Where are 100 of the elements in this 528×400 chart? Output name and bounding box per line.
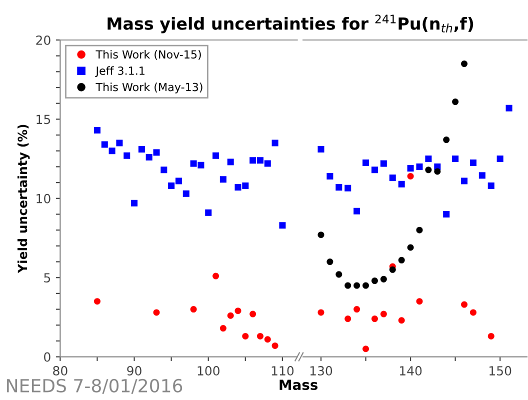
- point: [220, 176, 226, 183]
- y-tick-label: 10: [36, 194, 50, 204]
- x-axis-title: Mass: [280, 380, 318, 390]
- point: [354, 282, 360, 289]
- chart-title: Mass yield uncertainties for $^{241}$Pu(n$_{th}$,f): [108, 14, 474, 34]
- point: [212, 272, 220, 280]
- point: [234, 184, 242, 191]
- x-tick-label: 80: [53, 366, 68, 376]
- point: [461, 301, 468, 308]
- point: [398, 180, 405, 188]
- point: [264, 160, 271, 167]
- point: [220, 325, 226, 332]
- point: [362, 346, 370, 352]
- point: [153, 309, 160, 316]
- point: [425, 166, 432, 174]
- point: [124, 152, 130, 159]
- y-tick-label: 0: [44, 352, 50, 362]
- point: [227, 158, 234, 166]
- point: [272, 342, 278, 349]
- point: [380, 160, 387, 167]
- point: [190, 306, 197, 313]
- y-tick-label: 5: [44, 273, 50, 283]
- point: [371, 316, 378, 322]
- point: [242, 332, 249, 340]
- point: [389, 266, 396, 273]
- point: [198, 162, 204, 168]
- point: [175, 178, 182, 184]
- point: [416, 163, 423, 170]
- point: [344, 316, 352, 322]
- point: [461, 60, 468, 68]
- point: [452, 156, 459, 162]
- point: [94, 298, 100, 305]
- point: [452, 98, 459, 106]
- point: [264, 336, 271, 343]
- point: [506, 104, 512, 112]
- point: [478, 172, 486, 179]
- text: NEEDS 7-8/01/2016: [7, 378, 182, 394]
- y-tick-label: 20: [36, 35, 50, 45]
- point: [205, 209, 212, 216]
- point: [256, 332, 264, 340]
- point: [182, 190, 190, 197]
- x-tick-label: 140: [400, 366, 422, 376]
- point: [443, 210, 450, 218]
- y-tick-label: 15: [36, 114, 50, 124]
- point: [336, 271, 342, 278]
- point: [461, 178, 468, 184]
- point: [227, 312, 234, 319]
- point: [389, 174, 396, 182]
- point: [354, 208, 360, 214]
- point: [336, 184, 342, 191]
- legend-label: Jeff 3.1.1: [95, 66, 144, 77]
- point: [371, 278, 378, 284]
- y-axis-title: Yield uncertainty (%): [18, 124, 30, 274]
- point: [190, 160, 197, 167]
- point: [344, 184, 352, 192]
- point: [138, 146, 145, 153]
- point: [344, 282, 352, 289]
- point: [94, 127, 100, 134]
- point: [488, 182, 494, 189]
- x-tick-label: 90: [127, 366, 142, 376]
- point: [354, 306, 360, 313]
- point: [371, 166, 378, 174]
- point: [362, 282, 370, 289]
- x-tick-label: 150: [490, 366, 512, 376]
- point: [101, 141, 108, 148]
- point: [380, 310, 387, 318]
- point: [318, 309, 324, 316]
- point: [279, 222, 286, 229]
- point: [407, 165, 414, 172]
- point: [407, 172, 414, 180]
- point: [318, 232, 324, 238]
- point: [425, 156, 432, 162]
- point: [108, 148, 116, 154]
- point: [212, 152, 220, 159]
- point: [326, 172, 334, 180]
- point: [398, 317, 405, 324]
- point: [362, 160, 370, 166]
- point: [131, 200, 138, 206]
- point: [326, 258, 334, 266]
- x-tick-label: 100: [198, 366, 220, 376]
- point: [160, 166, 168, 174]
- point: [416, 298, 423, 305]
- point: [256, 157, 264, 164]
- point: [416, 226, 423, 234]
- legend-label: This Work (Nov-15): [96, 50, 201, 60]
- legend-label: This Work (May-13): [96, 82, 202, 94]
- point: [272, 140, 278, 146]
- point: [398, 256, 405, 264]
- point: [153, 149, 160, 156]
- point: [380, 276, 387, 282]
- point: [434, 168, 441, 175]
- x-tick-label: 130: [310, 366, 332, 376]
- point: [407, 244, 414, 251]
- point: [116, 140, 123, 146]
- point: [470, 160, 476, 166]
- point: [470, 309, 476, 316]
- point: [250, 310, 256, 318]
- point: [168, 182, 175, 189]
- point: [250, 157, 256, 164]
- point: [318, 146, 324, 153]
